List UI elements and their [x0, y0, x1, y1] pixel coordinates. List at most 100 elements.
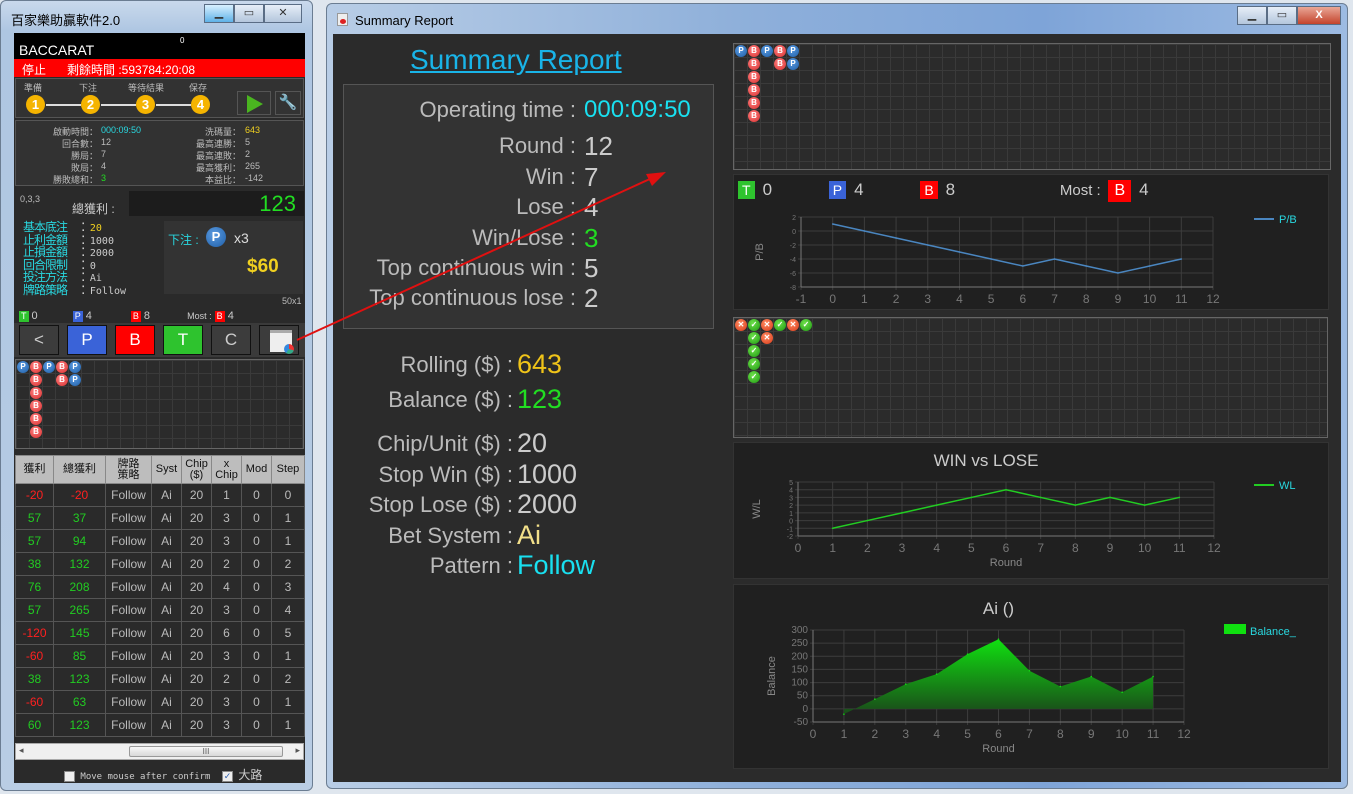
column-header[interactable]: x Chip — [211, 455, 242, 484]
column-header[interactable]: Chip ($) — [181, 455, 212, 484]
report-heading[interactable]: Summary Report — [410, 44, 622, 75]
minimize-button[interactable]: ▁ — [204, 4, 234, 23]
table-cell: 3 — [211, 690, 242, 714]
y-tick-label: 0 — [802, 704, 808, 715]
step-label: 準備 — [24, 83, 43, 93]
data-point — [958, 251, 961, 253]
table-cell: Ai — [151, 483, 182, 507]
data-point — [935, 504, 938, 506]
close-button[interactable]: ✕ — [264, 4, 302, 23]
table-row[interactable]: 57 265 Follow Ai 20 3 0 4 — [15, 598, 305, 622]
x-tick-label: 0 — [795, 541, 802, 555]
report-button[interactable] — [259, 325, 299, 355]
player-bead-icon: P — [69, 374, 81, 386]
x-axis-label: Round — [991, 308, 1023, 309]
table-row[interactable]: 38 123 Follow Ai 20 2 0 2 — [15, 667, 305, 691]
table-row[interactable]: -120 145 Follow Ai 20 6 0 5 — [15, 621, 305, 645]
report-money-value: 643 — [517, 349, 563, 379]
table-cell: 2 — [271, 667, 305, 691]
table-cell: 2 — [211, 667, 242, 691]
table-cell: Follow — [105, 713, 152, 737]
x-tick-label: -1 — [796, 292, 807, 306]
table-row[interactable]: 60 123 Follow Ai 20 3 0 1 — [15, 713, 305, 737]
table-cell: Follow — [105, 690, 152, 714]
player-button[interactable]: P — [67, 325, 107, 355]
big-road-checkbox[interactable]: ✓ — [221, 771, 233, 782]
win-lose-road-grid: ✕ ✓ ✓ ✓ ✓ ✓ ✕ ✕ ✓ ✕ ✓ — [733, 317, 1328, 438]
column-header[interactable]: Syst — [151, 455, 182, 484]
banker-bead-icon: B — [56, 361, 68, 373]
y-tick-label: 2 — [789, 503, 793, 510]
setting-label: 回合限制 — [23, 257, 68, 272]
table-cell: 20 — [181, 690, 212, 714]
step-connector — [101, 104, 136, 106]
y-tick-label: 50 — [797, 691, 809, 702]
column-header[interactable]: Mod — [241, 455, 272, 484]
banker-count: 8 — [143, 310, 151, 322]
setting-value: Ai — [89, 273, 102, 284]
table-cell: 20 — [181, 713, 212, 737]
report-stats-box: Operating time : 000:09:50 Round : 12 Win : 7… — [343, 84, 714, 329]
x-tick-label: 11 — [1175, 292, 1188, 306]
cancel-button[interactable]: C — [211, 325, 251, 355]
y-tick-label: -6 — [790, 271, 796, 278]
report-minimize-button[interactable]: ▁ — [1237, 6, 1267, 25]
banker-button[interactable]: B — [115, 325, 155, 355]
table-row[interactable]: 76 208 Follow Ai 20 4 0 3 — [15, 575, 305, 599]
x-tick-label: 6 — [1003, 541, 1010, 555]
report-stat-label: Win/Lose : — [472, 225, 576, 250]
report-maximize-button[interactable]: ▭ — [1267, 6, 1297, 25]
table-cell: Follow — [105, 483, 152, 507]
x-axis-label: Round — [990, 557, 1022, 569]
tie-button[interactable]: T — [163, 325, 203, 355]
y-tick-label: 0 — [789, 519, 793, 526]
banker-bead-icon: B — [774, 45, 786, 57]
table-cell: Follow — [105, 575, 152, 599]
table-row[interactable]: 57 37 Follow Ai 20 3 0 1 — [15, 506, 305, 530]
table-row[interactable]: 38 132 Follow Ai 20 2 0 2 — [15, 552, 305, 576]
legend-label: WL — [1279, 480, 1296, 492]
y-tick-label: 2 — [792, 215, 796, 222]
table-cell: 0 — [241, 506, 272, 530]
series-line — [832, 223, 1182, 274]
data-point — [1117, 272, 1119, 274]
scrollbar-thumb[interactable]: III — [129, 746, 283, 757]
table-cell: 0 — [241, 483, 272, 507]
table-row[interactable]: -60 85 Follow Ai 20 3 0 1 — [15, 644, 305, 668]
settings-button[interactable]: 🔧 — [275, 91, 301, 115]
table-cell: Ai — [151, 621, 182, 645]
column-header[interactable]: 總獲利 — [53, 455, 106, 484]
y-tick-label: 200 — [791, 651, 808, 662]
x-tick-label: 3 — [902, 727, 909, 741]
legend-swatch — [1224, 624, 1246, 634]
start-button[interactable] — [237, 91, 271, 115]
wl-chart-panel: WIN vs LOSE 0 1 2 3 4 5 6 7 8 9 10 11 12 5 4 3 2 1 0 -1 -2 Rou… — [733, 442, 1329, 579]
stat-value: 5 — [245, 137, 251, 147]
report-window: Summary Report ▁ ▭ X Summary Report Oper… — [326, 3, 1348, 789]
report-close-button[interactable]: X — [1297, 6, 1341, 25]
setting-label: 基本底注 — [23, 220, 68, 234]
y-axis-label: P/B — [754, 243, 766, 261]
table-row[interactable]: -20 -20 Follow Ai 20 1 0 0 — [15, 483, 305, 507]
table-cell: 3 — [211, 713, 242, 737]
x-tick-label: 5 — [988, 292, 995, 306]
column-header[interactable]: Step — [271, 455, 305, 484]
banker-bead-icon: B — [30, 426, 42, 438]
column-header[interactable]: 獲利 — [15, 455, 54, 484]
win-bead-icon: ✓ — [748, 319, 760, 331]
maximize-button[interactable]: ▭ — [234, 4, 264, 23]
total-profit-label: 總獲利 : — [72, 202, 115, 216]
table-row[interactable]: 57 94 Follow Ai 20 3 0 1 — [15, 529, 305, 553]
data-point — [1074, 504, 1077, 506]
column-header[interactable]: 牌路 策略 — [105, 455, 152, 484]
table-row[interactable]: -60 63 Follow Ai 20 3 0 1 — [15, 690, 305, 714]
most-value: 4 — [227, 310, 234, 322]
horizontal-scrollbar[interactable]: ◂ III ▸ — [15, 743, 304, 760]
table-cell: Follow — [105, 506, 152, 530]
back-button[interactable]: < — [19, 325, 59, 355]
history-table-container: 獲利 總獲利 牌路 策略 Syst Chip ($) x Chip Mod Step -20 -2… — [15, 455, 305, 740]
move-mouse-checkbox[interactable] — [64, 771, 75, 782]
table-cell: 4 — [211, 575, 242, 599]
data-point — [1109, 496, 1111, 499]
